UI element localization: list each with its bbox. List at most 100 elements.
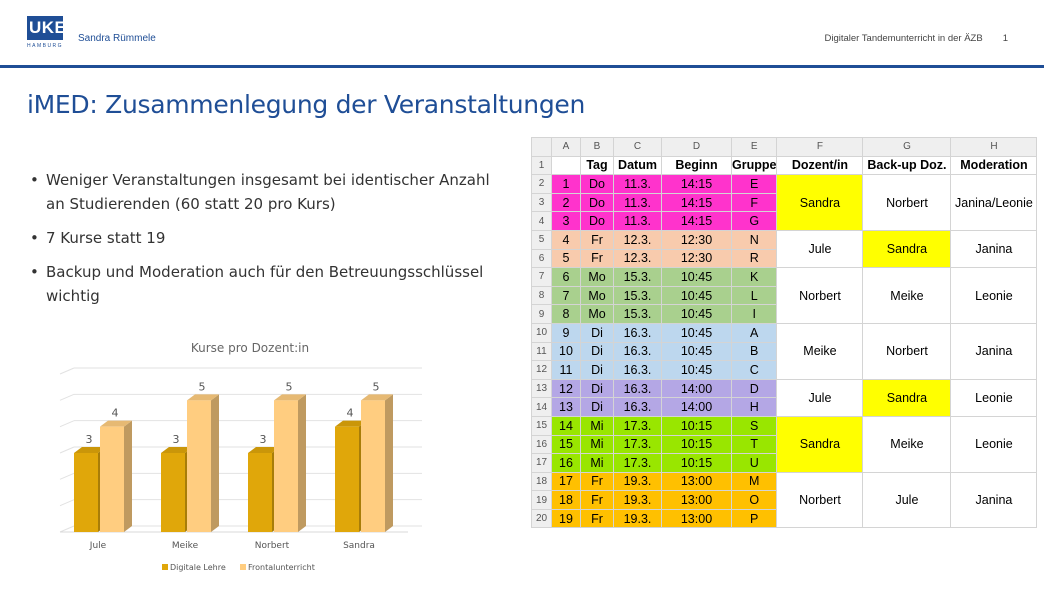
data-cell[interactable]: 10:15 (661, 415, 732, 436)
data-cell[interactable]: G (730, 211, 778, 231)
row-header[interactable]: 9 (531, 304, 552, 324)
data-cell[interactable]: 10:45 (661, 285, 732, 306)
data-cell[interactable]: Di (580, 360, 614, 380)
row-header[interactable]: 5 (531, 229, 552, 250)
row-header[interactable]: 2 (531, 174, 552, 194)
dozent-cell[interactable]: Sandra (776, 174, 864, 231)
data-cell[interactable]: Fr (580, 471, 614, 492)
data-cell[interactable]: 9 (551, 322, 581, 343)
row-header[interactable]: 7 (531, 267, 552, 287)
data-cell[interactable]: 14:00 (661, 397, 732, 417)
data-cell[interactable]: 10:45 (661, 304, 732, 324)
data-cell[interactable]: 13 (551, 397, 581, 417)
data-cell[interactable]: 1 (551, 174, 581, 194)
data-cell[interactable]: 11.3. (613, 192, 662, 213)
data-cell[interactable]: 6 (551, 267, 581, 287)
dozent-cell[interactable]: Norbert (776, 471, 864, 529)
data-cell[interactable]: 2 (551, 192, 581, 213)
column-header-g[interactable]: G (862, 137, 952, 157)
data-cell[interactable]: 17.3. (613, 415, 662, 436)
row-header[interactable]: 3 (531, 192, 552, 213)
data-cell[interactable]: 3 (551, 211, 581, 231)
backup-cell[interactable]: Sandra (862, 378, 952, 417)
data-cell[interactable]: Di (580, 322, 614, 343)
moderation-cell[interactable]: Leonie (950, 378, 1038, 417)
data-cell[interactable]: S (730, 415, 778, 436)
row-header[interactable]: 19 (531, 490, 552, 510)
data-cell[interactable]: 12:30 (661, 229, 732, 250)
moderation-cell[interactable]: Janina/Leonie (950, 174, 1038, 231)
header-cell[interactable]: Moderation (950, 155, 1038, 176)
data-cell[interactable]: 13:00 (661, 471, 732, 492)
header-cell[interactable]: Datum (613, 155, 662, 176)
moderation-cell[interactable]: Janina (950, 471, 1038, 529)
dozent-cell[interactable]: Norbert (776, 267, 864, 324)
data-cell[interactable]: C (730, 360, 778, 380)
data-cell[interactable]: Mi (580, 415, 614, 436)
data-cell[interactable]: Di (580, 378, 614, 399)
moderation-cell[interactable]: Janina (950, 322, 1038, 380)
data-cell[interactable]: U (730, 453, 778, 473)
data-cell[interactable]: Fr (580, 248, 614, 269)
backup-cell[interactable]: Sandra (862, 229, 952, 269)
header-cell[interactable]: Back-up Doz. (862, 155, 952, 176)
data-cell[interactable]: M (730, 471, 778, 492)
data-cell[interactable]: 11.3. (613, 211, 662, 231)
header-cell[interactable]: Gruppe (730, 155, 778, 176)
data-cell[interactable]: 12.3. (613, 248, 662, 269)
dozent-cell[interactable]: Sandra (776, 415, 864, 473)
row-header[interactable]: 8 (531, 285, 552, 306)
data-cell[interactable]: Mi (580, 434, 614, 455)
dozent-cell[interactable]: Jule (776, 229, 864, 269)
header-cell[interactable]: Beginn (661, 155, 732, 176)
data-cell[interactable]: 4 (551, 229, 581, 250)
data-cell[interactable]: 10:45 (661, 322, 732, 343)
backup-cell[interactable]: Norbert (862, 174, 952, 231)
row-header[interactable]: 17 (531, 453, 552, 473)
data-cell[interactable]: 18 (551, 490, 581, 510)
data-cell[interactable]: D (730, 378, 778, 399)
data-cell[interactable]: 14:00 (661, 378, 732, 399)
row-header[interactable]: 10 (531, 322, 552, 343)
data-cell[interactable]: 12 (551, 378, 581, 399)
data-cell[interactable]: 16.3. (613, 378, 662, 399)
data-cell[interactable]: Do (580, 174, 614, 194)
row-header[interactable]: 11 (531, 341, 552, 362)
data-cell[interactable]: 13:00 (661, 490, 732, 510)
data-cell[interactable]: 10:15 (661, 434, 732, 455)
data-cell[interactable]: Mo (580, 285, 614, 306)
data-cell[interactable]: P (730, 508, 778, 529)
data-cell[interactable]: 17 (551, 471, 581, 492)
column-header-c[interactable]: C (613, 137, 662, 157)
row-header[interactable]: 16 (531, 434, 552, 455)
header-cell[interactable]: Dozent/in (776, 155, 864, 176)
header-cell[interactable] (551, 155, 581, 176)
column-header-e[interactable]: E (730, 137, 778, 157)
data-cell[interactable]: 10:45 (661, 360, 732, 380)
data-cell[interactable]: 14:15 (661, 192, 732, 213)
data-cell[interactable]: 13:00 (661, 508, 732, 529)
row-header[interactable]: 1 (531, 155, 552, 176)
data-cell[interactable]: 16.3. (613, 360, 662, 380)
header-cell[interactable]: Tag (580, 155, 614, 176)
data-cell[interactable]: Di (580, 341, 614, 362)
corner-cell[interactable] (531, 137, 552, 157)
data-cell[interactable]: T (730, 434, 778, 455)
row-header[interactable]: 4 (531, 211, 552, 231)
data-cell[interactable]: H (730, 397, 778, 417)
data-cell[interactable]: Di (580, 397, 614, 417)
data-cell[interactable]: E (730, 174, 778, 194)
data-cell[interactable]: 19 (551, 508, 581, 529)
data-cell[interactable]: 16 (551, 453, 581, 473)
data-cell[interactable]: 17.3. (613, 453, 662, 473)
data-cell[interactable]: 11.3. (613, 174, 662, 194)
data-cell[interactable]: 8 (551, 304, 581, 324)
data-cell[interactable]: Fr (580, 490, 614, 510)
data-cell[interactable]: 14:15 (661, 174, 732, 194)
data-cell[interactable]: O (730, 490, 778, 510)
data-cell[interactable]: L (730, 285, 778, 306)
data-cell[interactable]: 19.3. (613, 508, 662, 529)
data-cell[interactable]: Do (580, 211, 614, 231)
data-cell[interactable]: Mi (580, 453, 614, 473)
data-cell[interactable]: 10:15 (661, 453, 732, 473)
